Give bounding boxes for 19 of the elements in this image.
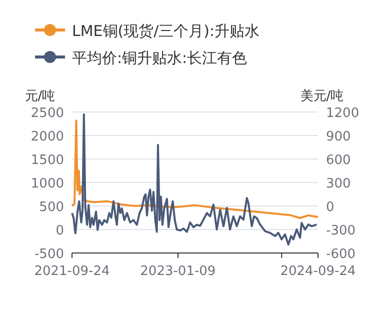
y-tick-label: 2000 [30, 130, 64, 144]
y-tick-label: -500 [34, 247, 64, 262]
y2-tick-label: 0 [326, 200, 334, 215]
y2-tick-label: 300 [326, 176, 351, 192]
y2-axis-title: 美元/吨 [300, 88, 344, 104]
y-tick-label: 2500 [30, 106, 64, 121]
y2-tick-label: 900 [326, 130, 351, 144]
y2-tick-label: 600 [326, 153, 351, 168]
y-tick-label: 500 [39, 200, 64, 215]
y2-tick-label: -300 [326, 224, 356, 238]
y-tick-label: 1500 [30, 153, 64, 168]
y2-tick-label: 1200 [326, 106, 360, 121]
x-tick-label: 2023-01-09 [140, 264, 216, 279]
x-tick-label: 2024-09-24 [280, 264, 356, 279]
y-axis-title: 元/吨 [24, 89, 56, 104]
y2-tick-label: -600 [326, 247, 356, 262]
y-tick-label: 1000 [30, 176, 64, 192]
x-tick-label: 2021-09-24 [34, 264, 110, 279]
y-tick-label: 0 [56, 224, 64, 238]
